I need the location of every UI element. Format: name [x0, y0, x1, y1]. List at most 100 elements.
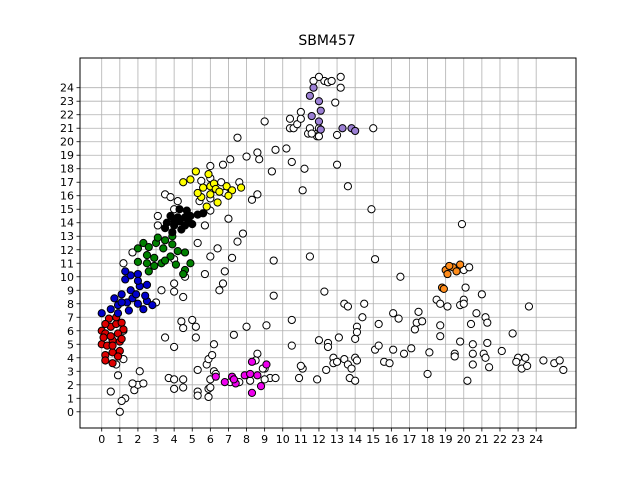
y-tick-label: 9 [67, 284, 74, 297]
x-tick-label: 5 [189, 433, 196, 446]
data-point [320, 287, 329, 296]
data-point [307, 129, 316, 138]
data-point [351, 334, 360, 343]
data-point [461, 283, 470, 292]
data-point [144, 267, 153, 276]
data-point [170, 342, 179, 352]
x-tick-label: 10 [276, 433, 290, 446]
data-point [271, 373, 280, 383]
data-point [334, 333, 343, 342]
y-tick-label: 18 [60, 163, 74, 176]
data-point [255, 155, 264, 164]
data-point [343, 182, 353, 191]
data-point [385, 359, 394, 368]
data-point [173, 247, 182, 256]
x-tick-label: 6 [207, 433, 214, 446]
data-point [450, 352, 459, 361]
data-point [142, 280, 152, 289]
plot-frame [79, 57, 577, 429]
axis-ticks: 0 1 2 3 4 5 6 7 8 9 10 11 12 13 14 15 16 17 18 19 20 21 22 23 24… [60, 82, 543, 446]
data-point [209, 340, 219, 349]
data-point [133, 257, 143, 267]
data-point [316, 125, 325, 134]
data-point [298, 186, 307, 195]
data-point [477, 290, 486, 299]
data-point [468, 360, 477, 369]
y-tick-label: 14 [60, 217, 74, 230]
data-point [351, 376, 360, 385]
data-point [472, 309, 481, 318]
data-point [186, 259, 195, 268]
data-point [305, 252, 314, 261]
data-point [296, 114, 305, 123]
data-point [559, 365, 568, 375]
data-point [173, 213, 182, 222]
x-tick-label: 13 [330, 433, 344, 446]
data-point [327, 76, 336, 86]
data-point [267, 167, 276, 176]
data-point [468, 340, 477, 349]
data-point [139, 238, 148, 248]
y-tick-label: 21 [60, 122, 74, 135]
data-point [314, 72, 324, 82]
data-point [206, 383, 215, 392]
y-tick-label: 0 [67, 406, 74, 419]
y-tick-label: 13 [60, 230, 74, 243]
data-point [396, 272, 405, 281]
data-point [186, 175, 195, 184]
data-point [113, 309, 123, 318]
data-point [106, 332, 115, 341]
data-point [314, 132, 324, 141]
data-point [193, 391, 202, 400]
data-point [108, 341, 117, 350]
data-point [220, 377, 229, 387]
data-point [457, 219, 467, 229]
data-point [331, 98, 340, 107]
data-point [206, 161, 215, 171]
data-point [247, 195, 257, 204]
data-point [352, 356, 362, 365]
data-point [128, 248, 137, 257]
data-point [242, 152, 251, 161]
y-tick-label: 22 [60, 109, 74, 122]
data-point [200, 269, 210, 279]
data-point [269, 291, 278, 300]
data-point [436, 299, 445, 308]
data-point [425, 348, 434, 357]
data-point [374, 341, 383, 350]
data-point [179, 375, 188, 384]
data-point [133, 244, 143, 253]
data-point [97, 309, 106, 318]
data-point [179, 383, 188, 392]
data-point [117, 334, 126, 343]
data-point [282, 144, 291, 153]
data-point [285, 114, 295, 123]
data-point [110, 294, 119, 303]
data-point [323, 342, 333, 352]
data-point [180, 248, 190, 257]
data-point [153, 233, 162, 242]
x-tick-label: 0 [98, 433, 105, 446]
x-tick-label: 14 [348, 433, 362, 446]
data-point [191, 167, 200, 176]
data-point [418, 317, 427, 326]
data-point [121, 267, 130, 276]
data-point [117, 396, 126, 406]
data-point [220, 267, 229, 276]
y-tick-label: 20 [60, 136, 74, 149]
data-point [177, 317, 186, 326]
data-point [369, 124, 378, 133]
data-point [307, 111, 316, 121]
data-point [253, 190, 262, 199]
data-point [215, 187, 224, 196]
data-point [439, 284, 448, 294]
data-point [160, 256, 170, 265]
data-point [193, 238, 202, 248]
y-tick-label: 7 [67, 311, 74, 324]
data-point [523, 361, 532, 370]
data-point [497, 346, 506, 356]
data-point [141, 291, 150, 300]
data-point [175, 205, 184, 214]
data-point [233, 237, 242, 246]
data-point [314, 336, 324, 345]
